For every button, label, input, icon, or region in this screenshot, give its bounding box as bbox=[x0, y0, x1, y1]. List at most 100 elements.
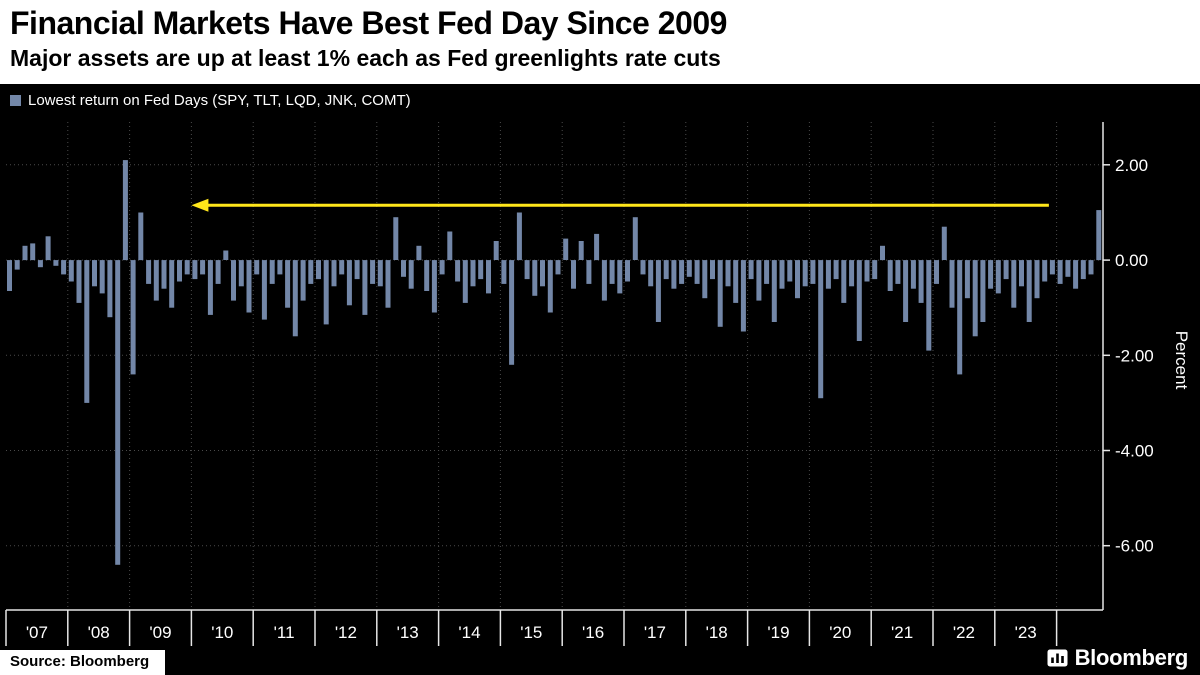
bar bbox=[972, 260, 978, 337]
legend: Lowest return on Fed Days (SPY, TLT, LQD… bbox=[10, 92, 411, 109]
bloomberg-logo: Bloomberg bbox=[1047, 645, 1188, 671]
bar bbox=[516, 212, 522, 261]
bar bbox=[408, 260, 414, 289]
bar bbox=[30, 243, 36, 261]
bar bbox=[702, 260, 708, 299]
bar bbox=[1049, 260, 1055, 275]
y-tick-label: -4.00 bbox=[1115, 442, 1154, 461]
bar bbox=[1073, 260, 1079, 289]
x-tick-label: '10 bbox=[211, 623, 233, 642]
bar bbox=[269, 260, 275, 284]
bar bbox=[462, 260, 468, 303]
bar bbox=[238, 260, 244, 287]
bar bbox=[918, 260, 924, 303]
bar bbox=[401, 260, 406, 277]
bar bbox=[146, 260, 152, 284]
bar bbox=[617, 260, 623, 294]
bar bbox=[493, 241, 499, 260]
bar bbox=[1088, 260, 1094, 275]
bar bbox=[524, 260, 530, 280]
bar bbox=[663, 260, 669, 280]
bar bbox=[818, 260, 824, 399]
bar bbox=[122, 160, 128, 261]
bar bbox=[300, 260, 306, 301]
bar bbox=[795, 260, 800, 299]
x-tick-label: '08 bbox=[88, 623, 110, 642]
bar bbox=[1003, 260, 1009, 280]
bar bbox=[455, 260, 461, 282]
bar bbox=[995, 260, 1001, 294]
bar bbox=[671, 260, 677, 289]
bar bbox=[316, 260, 321, 280]
bars bbox=[7, 160, 1102, 565]
bar bbox=[810, 260, 816, 284]
bar bbox=[1080, 260, 1086, 280]
bar bbox=[323, 260, 329, 325]
bar bbox=[887, 260, 893, 291]
chart-subtitle: Major assets are up at least 1% each as … bbox=[10, 45, 721, 72]
bar bbox=[547, 260, 553, 313]
bar bbox=[632, 217, 638, 260]
bloomberg-icon bbox=[1047, 649, 1068, 667]
bar bbox=[571, 260, 576, 289]
bar bbox=[910, 260, 916, 289]
bar bbox=[177, 260, 182, 282]
bar bbox=[694, 260, 700, 284]
bar bbox=[532, 260, 538, 296]
x-tick-label: '13 bbox=[397, 623, 419, 642]
bar bbox=[53, 260, 59, 266]
bar bbox=[841, 260, 847, 303]
bar bbox=[308, 260, 314, 284]
bar bbox=[648, 260, 654, 287]
bloomberg-wordmark: Bloomberg bbox=[1074, 645, 1189, 670]
x-tick-label: '14 bbox=[458, 623, 480, 642]
bar bbox=[825, 260, 831, 289]
x-tick-label: '07 bbox=[26, 623, 48, 642]
bar bbox=[710, 260, 715, 280]
bar bbox=[501, 260, 507, 284]
bar bbox=[941, 226, 947, 260]
x-tick-label: '23 bbox=[1015, 623, 1037, 642]
bar bbox=[934, 260, 939, 284]
bar bbox=[725, 260, 731, 287]
bar bbox=[1065, 260, 1071, 277]
bar bbox=[640, 260, 646, 275]
bar bbox=[733, 260, 739, 303]
bar bbox=[655, 260, 661, 322]
x-tick-label: '15 bbox=[520, 623, 542, 642]
bar bbox=[254, 260, 260, 275]
x-tick-label: '22 bbox=[953, 623, 975, 642]
bar bbox=[76, 260, 82, 303]
bar bbox=[115, 260, 121, 565]
bar bbox=[771, 260, 777, 322]
x-tick-label: '09 bbox=[149, 623, 171, 642]
legend-label: Lowest return on Fed Days (SPY, TLT, LQD… bbox=[28, 92, 411, 109]
bar bbox=[7, 260, 12, 291]
bar bbox=[370, 260, 376, 284]
bar bbox=[346, 260, 352, 306]
bar bbox=[1026, 260, 1032, 322]
x-tick-label: '20 bbox=[829, 623, 851, 642]
bar-chart: 2.00 0.00 -2.00 -4.00 -6.00 '07 '08 '09 '10 '11 '1… bbox=[5, 122, 1154, 646]
bar bbox=[339, 260, 345, 275]
bar bbox=[601, 260, 607, 301]
bar bbox=[161, 260, 167, 289]
bar bbox=[478, 260, 484, 280]
annotation-arrow bbox=[191, 198, 1049, 212]
bar bbox=[748, 260, 754, 280]
bar bbox=[331, 260, 337, 287]
bar bbox=[292, 260, 298, 337]
bar bbox=[215, 260, 221, 284]
chart-title: Financial Markets Have Best Fed Day Sinc… bbox=[10, 5, 727, 41]
y-tick-label: 0.00 bbox=[1115, 251, 1148, 270]
bar bbox=[880, 245, 885, 261]
bar bbox=[1019, 260, 1024, 287]
bar bbox=[377, 260, 383, 287]
bar bbox=[609, 260, 615, 284]
bar bbox=[99, 260, 105, 294]
bar bbox=[964, 260, 970, 299]
bar bbox=[849, 260, 855, 287]
bar bbox=[169, 260, 175, 308]
gridlines bbox=[6, 122, 1103, 610]
bar bbox=[540, 260, 545, 287]
